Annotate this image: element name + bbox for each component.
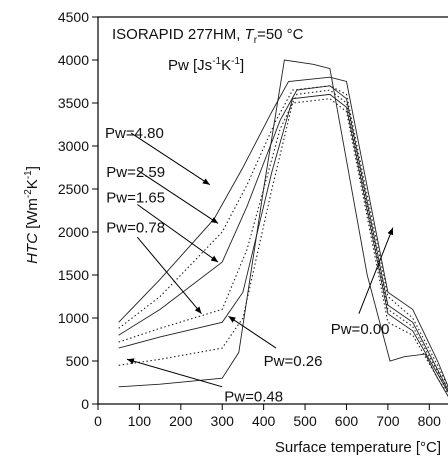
x-tick-label: 100	[128, 413, 152, 429]
annotation-arrow-5	[126, 358, 223, 388]
x-tick-label: 500	[293, 413, 317, 429]
series-line-pw-0-00	[118, 59, 448, 398]
annotation-arrow-4	[228, 315, 277, 349]
annotation-label: Pw=0.48	[224, 388, 283, 405]
annotation-arrow-2	[137, 204, 219, 263]
x-axis-title: Surface temperature [°C]	[275, 439, 441, 456]
y-axis-title: HTC [Wm-2K-1]	[23, 166, 41, 264]
annotation-arrow-6	[358, 227, 394, 314]
series-line-pw-0-48	[118, 98, 448, 396]
x-tick-label: 700	[376, 413, 400, 429]
x-tick-label: 600	[335, 413, 359, 429]
annotation-arrow-3	[136, 236, 202, 315]
x-tick-label: 400	[252, 413, 276, 429]
series-line-pw-0-26	[118, 93, 448, 393]
legend-title: Pw [Js-1K-1]	[168, 56, 244, 74]
y-tick-label: 0	[81, 396, 89, 412]
y-tick-label: 4000	[58, 52, 89, 68]
annotation-label: Pw=2.59	[106, 164, 165, 181]
series-layer	[118, 59, 448, 398]
chart-title: ISORAPID 277HM, Tr=50 °C	[112, 26, 304, 46]
x-tick-label: 200	[169, 413, 193, 429]
tick-layer: 0 100 200 300 400 500 600 700 800 0 500 1000 1500 200…	[58, 9, 441, 429]
y-tick-label: 1500	[58, 267, 89, 283]
series-line-pw-2-59	[118, 85, 448, 389]
x-tick-label: 800	[418, 413, 442, 429]
plot-frame	[97, 16, 448, 405]
annotation-label: Pw=0.00	[331, 321, 390, 338]
annotation-label: Pw=4.80	[105, 125, 164, 142]
y-tick-label: 3000	[58, 138, 89, 154]
y-tick-label: 500	[66, 353, 90, 369]
y-tick-label: 2500	[58, 181, 89, 197]
annotation-layer: Pw=4.80 Pw=2.59 Pw=1.65 Pw=0.78 Pw=0.26 Pw=0.…	[105, 125, 394, 405]
annotation-arrow-1	[137, 169, 219, 224]
annotation-label: Pw=0.78	[106, 220, 165, 237]
series-line-pw-1-65	[118, 85, 448, 391]
annotation-arrow-0	[130, 132, 211, 186]
y-tick-label: 2000	[58, 224, 89, 240]
y-tick-label: 3500	[58, 95, 89, 111]
annotation-label: Pw=1.65	[106, 190, 165, 207]
y-tick-label: 4500	[58, 9, 89, 25]
annotation-label: Pw=0.26	[264, 353, 323, 370]
x-tick-label: 0	[94, 413, 102, 429]
y-tick-label: 1000	[58, 310, 89, 326]
series-line-pw-0-78	[118, 89, 448, 393]
series-line-pw-4-80	[118, 76, 448, 388]
x-tick-label: 300	[211, 413, 235, 429]
